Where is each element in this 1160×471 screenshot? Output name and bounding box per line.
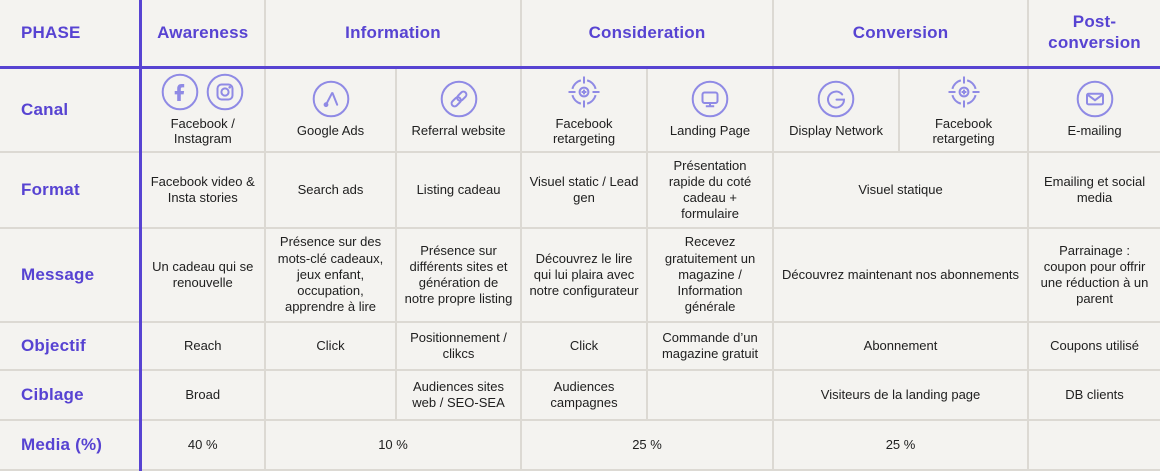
message-row-label: Message: [0, 227, 142, 323]
target-icon: [565, 73, 603, 111]
ciblage-cell: Visiteurs de la landing page: [772, 369, 1030, 421]
objectif-cell: Coupons utilisé: [1027, 321, 1160, 371]
message-cell: Découvrez le lire qui lui plaira avec no…: [520, 227, 649, 323]
format-row: Format Facebook video & Insta stories Se…: [0, 151, 1160, 229]
canal-caption: Facebook retargeting: [932, 115, 995, 147]
format-cell: Listing cadeau: [394, 151, 523, 229]
canal-caption: Facebook / Instagram: [170, 115, 235, 147]
message-cell: Recevez gratuitement un magazine / Infor…: [646, 227, 775, 323]
media-row: Media (%) 40 % 10 % 25 % 25 %: [0, 419, 1160, 471]
canal-row: Canal Facebook / Instagram Google Ads: [0, 66, 1160, 153]
canal-caption: Referral website: [411, 123, 506, 139]
phase-information: Information: [263, 0, 523, 69]
ciblage-cell: Broad: [139, 369, 266, 421]
message-cell: Un cadeau qui se renouvelle: [139, 227, 266, 323]
phase-post-conversion: Post-conversion: [1027, 0, 1160, 69]
phase-conversion: Conversion: [772, 0, 1030, 69]
canal-row-label: Canal: [0, 66, 142, 153]
phase-consideration: Consideration: [520, 0, 775, 69]
format-row-label: Format: [0, 151, 142, 229]
media-cell: 40 %: [139, 419, 266, 471]
objectif-row-label: Objectif: [0, 321, 142, 371]
phase-corner-label: PHASE: [0, 0, 142, 69]
canal-facebook-retargeting: Facebook retargeting: [520, 66, 649, 153]
objectif-cell: Reach: [139, 321, 266, 371]
ciblage-cell: Audiences sites web / SEO-SEA: [394, 369, 523, 421]
target-icon: [945, 73, 983, 111]
objectif-row: Objectif Reach Click Positionnement / cl…: [0, 321, 1160, 371]
envelope-icon: [1076, 80, 1114, 118]
format-cell: Présentation rapide du coté cadeau + for…: [646, 151, 775, 229]
media-cell: 10 %: [263, 419, 523, 471]
canal-caption: Landing Page: [669, 123, 751, 139]
canal-caption: Google Ads: [296, 123, 365, 139]
facebook-icon: [161, 73, 199, 111]
canal-caption: Display Network: [789, 123, 883, 139]
canal-emailing: E-mailing: [1027, 66, 1160, 153]
format-cell: Facebook video & Insta stories: [139, 151, 266, 229]
format-cell: Emailing et social media: [1027, 151, 1160, 229]
objectif-cell: Abonnement: [772, 321, 1030, 371]
google-ads-icon: [312, 80, 350, 118]
objectif-cell: Click: [264, 321, 397, 371]
media-cell: 25 %: [520, 419, 775, 471]
canal-referral-website: Referral website: [394, 66, 523, 153]
ciblage-row-label: Ciblage: [0, 369, 142, 421]
ciblage-cell: DB clients: [1027, 369, 1160, 421]
ciblage-row: Ciblage Broad Audiences sites web / SEO-…: [0, 369, 1160, 421]
canal-google-ads: Google Ads: [264, 66, 397, 153]
format-cell: Search ads: [264, 151, 397, 229]
ciblage-cell: Audiences campagnes: [520, 369, 649, 421]
format-cell: Visuel statique: [772, 151, 1030, 229]
message-row: Message Un cadeau qui se renouvelle Prés…: [0, 227, 1160, 323]
canal-landing-page: Landing Page: [646, 66, 775, 153]
objectif-cell: Positionnement / clikcs: [394, 321, 523, 371]
canal-caption: E-mailing: [1067, 123, 1122, 139]
objectif-cell: Click: [520, 321, 649, 371]
canal-facebook-retargeting-2: Facebook retargeting: [898, 66, 1030, 153]
ciblage-cell: [264, 369, 397, 421]
monitor-icon: [691, 80, 729, 118]
canal-facebook-instagram: Facebook / Instagram: [139, 66, 266, 153]
instagram-icon: [206, 73, 244, 111]
message-cell: Présence sur différents sites et générat…: [394, 227, 523, 323]
message-cell: Découvrez maintenant nos abonnements: [772, 227, 1030, 323]
media-cell: [1027, 419, 1160, 471]
ciblage-cell: [646, 369, 775, 421]
google-g-icon: [817, 80, 855, 118]
media-row-label: Media (%): [0, 419, 142, 471]
message-cell: Parrainage : coupon pour offrir une rédu…: [1027, 227, 1160, 323]
canal-display-network: Display Network: [772, 66, 901, 153]
media-cell: 25 %: [772, 419, 1030, 471]
phase-header-row: PHASE Awareness Information Consideratio…: [0, 0, 1160, 69]
phase-awareness: Awareness: [139, 0, 266, 69]
objectif-cell: Commande d’un magazine gratuit: [646, 321, 775, 371]
message-cell: Présence sur des mots-clé cadeaux, jeux …: [264, 227, 397, 323]
format-cell: Visuel static / Lead gen: [520, 151, 649, 229]
canal-caption: Facebook retargeting: [552, 115, 616, 147]
link-icon: [440, 80, 478, 118]
